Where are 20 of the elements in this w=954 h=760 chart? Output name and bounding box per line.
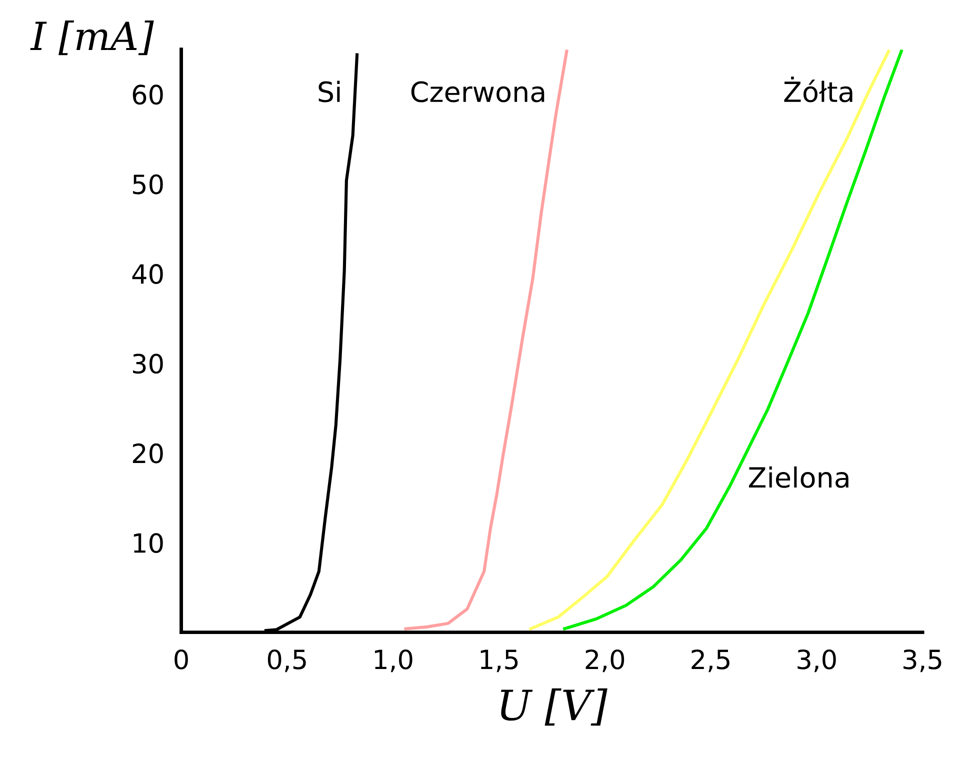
x-tick-label: 2,0 — [586, 649, 624, 672]
y-tick-label: 40 — [132, 264, 163, 284]
x-tick-label: 3,5 — [904, 649, 942, 672]
y-tick-label: 30 — [133, 354, 163, 374]
y-tick-label: 50 — [133, 174, 163, 194]
x-tick-label: 2,5 — [692, 649, 730, 672]
x-tick-label: 1,5 — [480, 650, 518, 672]
x-tick-label: 1,0 — [374, 649, 412, 672]
x-tick-label: 0 — [174, 649, 188, 670]
x-tick-label: 0,5 — [268, 649, 306, 672]
y-axis-title: I [mA] — [30, 20, 154, 56]
x-tick-label: 3,0 — [798, 649, 836, 672]
series-label: Zielona — [748, 466, 848, 488]
y-tick-label: 60 — [132, 84, 163, 105]
x-axis-title: U [V] — [500, 688, 608, 726]
series-label: Żółta — [784, 76, 852, 102]
y-tick-label: 10 — [134, 533, 163, 554]
y-tick-label: 20 — [132, 443, 163, 464]
series-label: Si — [318, 80, 340, 102]
series-label: Czerwona — [411, 81, 544, 102]
